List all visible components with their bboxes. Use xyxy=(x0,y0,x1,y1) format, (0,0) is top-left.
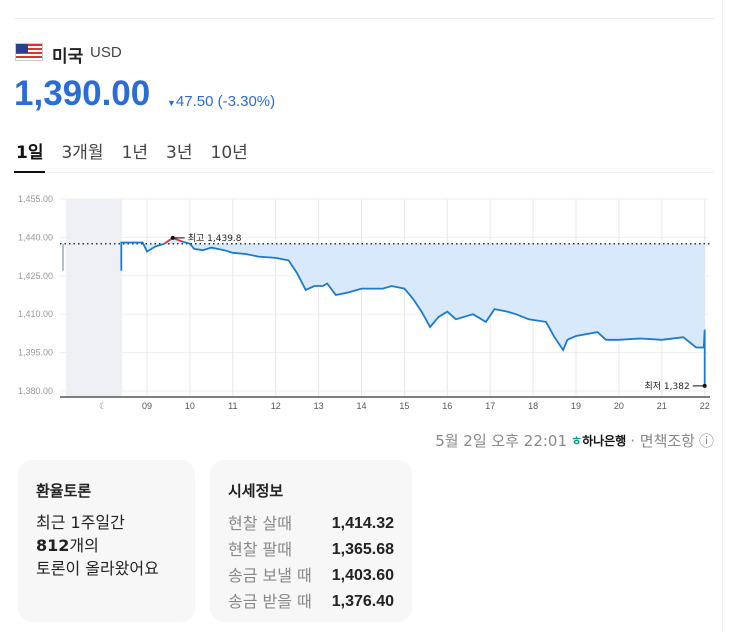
discussion-line3: 토론이 올라왔어요 xyxy=(36,559,159,578)
x-tick-label: 19 xyxy=(571,401,581,411)
right-divider xyxy=(722,0,723,632)
currency-code: USD xyxy=(90,44,122,61)
change-value: 47.50 (-3.30%) xyxy=(175,93,276,110)
x-tick-label: 20 xyxy=(614,401,624,411)
discussion-count: 812 xyxy=(36,536,70,555)
tab-1d[interactable]: 1일 xyxy=(16,143,44,163)
x-tick-label: 16 xyxy=(442,401,452,411)
disclaimer-link[interactable]: · 면책조항 xyxy=(630,432,695,450)
down-arrow-icon: ▼ xyxy=(167,98,176,108)
night-band xyxy=(66,199,122,397)
info-icon[interactable]: ⓘ xyxy=(698,432,714,450)
max-label: 최고 1,439.8 xyxy=(188,233,242,244)
quote-title: 시세정보 xyxy=(228,482,284,500)
x-tick-label: 17 xyxy=(485,401,495,411)
y-tick-label: 1,440.00 xyxy=(18,232,53,242)
rate-change: ▼47.50 (-3.30%) xyxy=(167,93,275,110)
min-label: 최저 1,382 xyxy=(645,381,690,392)
series-line xyxy=(120,236,706,386)
quote-row: 송금 보낼 때 1,403.60 xyxy=(228,566,394,585)
top-divider xyxy=(14,18,714,19)
exchange-rate: 1,390.00 xyxy=(14,74,151,113)
timestamp: 5월 2일 오후 22:01 xyxy=(435,432,568,450)
area-fill xyxy=(121,237,705,386)
x-tick-label: 14 xyxy=(356,401,366,411)
discussion-title: 환율토론 xyxy=(36,482,92,500)
moon-icon: ☾ xyxy=(99,402,107,412)
x-tick-label: 13 xyxy=(314,401,324,411)
exchange-rate-chart[interactable]: 1,455.00 1,440.00 1,425.00 1,410.00 1,395.00… xyxy=(0,185,720,420)
tab-10y[interactable]: 10년 xyxy=(210,143,248,163)
quote-row: 현찰 팔때 1,365.68 xyxy=(228,540,394,559)
tab-3y[interactable]: 3년 xyxy=(166,143,193,163)
quote-info-card: 시세정보 현찰 살때 1,414.32 현찰 팔때 1,365.68 송금 보낼 때… xyxy=(210,460,412,622)
hana-bank-logo: ㅎ하나은행 xyxy=(571,434,627,448)
discussion-count-line: 812개의 xyxy=(36,536,99,555)
x-tick-label: 10 xyxy=(185,401,195,411)
discussion-card[interactable]: 환율토론 최근 1주일간 812개의 토론이 올라왔어요 xyxy=(18,460,195,622)
y-tick-label: 1,380.00 xyxy=(18,386,53,396)
active-tab-underline xyxy=(14,171,45,173)
x-tick-label: 15 xyxy=(399,401,409,411)
quote-row: 송금 받을 때 1,376.40 xyxy=(228,592,394,611)
x-tick-label: 09 xyxy=(142,401,152,411)
chart-footer: 5월 2일 오후 22:01 ㅎ하나은행 · 면책조항 ⓘ xyxy=(435,430,714,451)
us-flag-icon xyxy=(15,43,43,61)
y-tick-label: 1,455.00 xyxy=(18,194,53,204)
quote-row: 현찰 살때 1,414.32 xyxy=(228,514,394,533)
x-tick-label: 12 xyxy=(271,401,281,411)
x-tick-label: 21 xyxy=(657,401,667,411)
tab-divider xyxy=(14,172,714,173)
y-tick-label: 1,410.00 xyxy=(18,309,53,319)
y-tick-label: 1,395.00 xyxy=(18,348,53,358)
x-tick-label: 18 xyxy=(528,401,538,411)
x-tick-label: 22 xyxy=(700,401,710,411)
tab-1y[interactable]: 1년 xyxy=(121,143,149,163)
y-tick-label: 1,425.00 xyxy=(18,271,53,281)
discussion-line1: 최근 1주일간 xyxy=(36,513,125,532)
period-tabs: 1일 3개월 1년 3년 10년 xyxy=(16,138,248,163)
x-tick-label: 11 xyxy=(228,401,237,411)
country-name: 미국 xyxy=(52,47,84,67)
tab-3m[interactable]: 3개월 xyxy=(61,143,104,163)
